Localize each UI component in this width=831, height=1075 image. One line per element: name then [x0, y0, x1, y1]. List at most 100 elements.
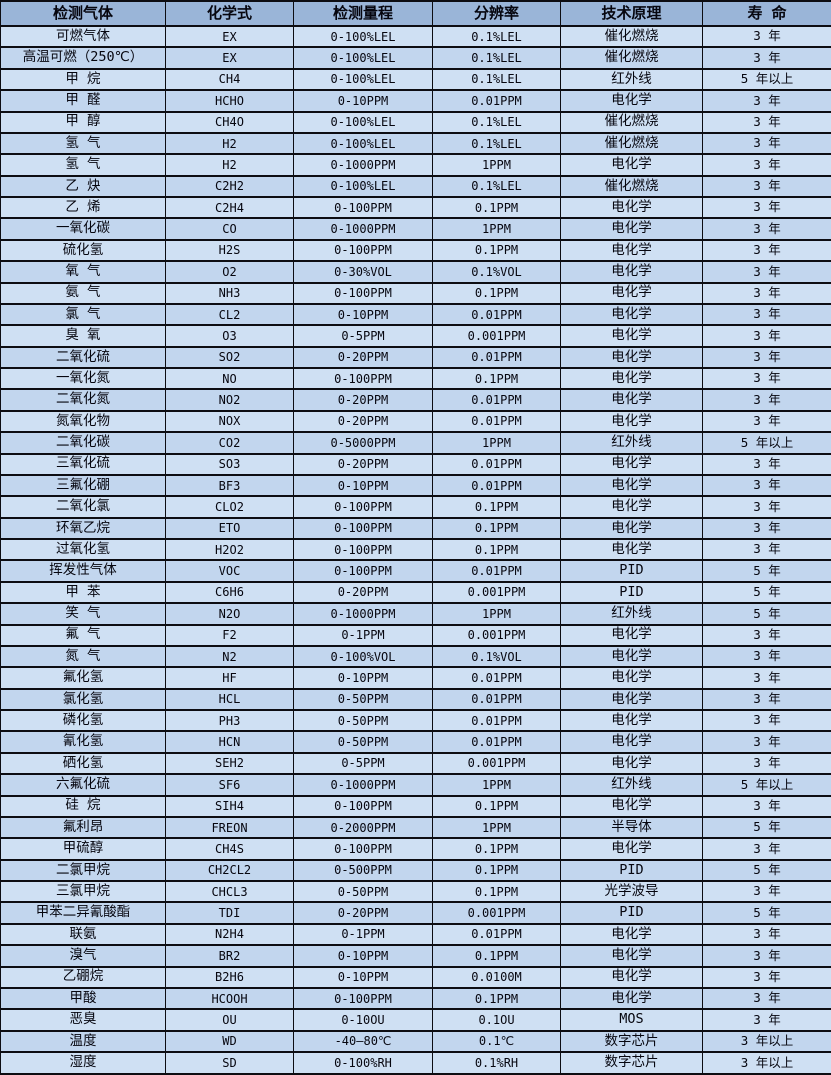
column-header-gas-name: 检测气体 — [0, 0, 166, 27]
cell-gas-name: 氯化氢 — [0, 687, 166, 712]
cell-gas-name: 二氧化氯 — [0, 495, 166, 519]
cell-resolution: 0.01PPM — [432, 409, 561, 434]
cell-chemical-formula: H2 — [165, 153, 294, 177]
table-row: 臭 氧 O3 0-5PPM 0.001PPM 电化学 3 年 — [0, 324, 831, 348]
cell-resolution: 0.1%LEL — [432, 174, 561, 199]
cell-lifespan: 3 年 — [702, 131, 831, 156]
cell-resolution: 0.1PPM — [432, 837, 561, 861]
cell-lifespan: 3 年 — [702, 388, 831, 412]
cell-chemical-formula: TDI — [165, 901, 294, 925]
cell-lifespan: 3 年以上 — [702, 1051, 831, 1075]
table-row: 甲硫醇 CH4S 0-100PPM 0.1PPM 电化学 3 年 — [0, 837, 831, 861]
cell-resolution: 0.1PPM — [432, 537, 561, 562]
table-row: 过氧化氢 H2O2 0-100PPM 0.1PPM 电化学 3 年 — [0, 537, 831, 562]
cell-detection-range: 0-1000PPM — [293, 153, 433, 177]
cell-chemical-formula: EX — [165, 24, 294, 49]
cell-resolution: 0.1PPM — [432, 986, 561, 1011]
cell-lifespan: 3 年 — [702, 409, 831, 434]
cell-resolution: 0.01PPM — [432, 388, 561, 412]
table-row: 乙 烯 C2H4 0-100PPM 0.1PPM 电化学 3 年 — [0, 195, 831, 220]
cell-technology: 红外线 — [560, 773, 703, 797]
cell-technology: PID — [560, 559, 703, 583]
cell-detection-range: 0-100PPM — [293, 195, 433, 220]
cell-gas-name: 氢 气 — [0, 131, 166, 156]
cell-lifespan: 3 年 — [702, 708, 831, 733]
cell-detection-range: 0-100%LEL — [293, 24, 433, 49]
cell-chemical-formula: FREON — [165, 815, 294, 840]
table-row: 甲 醇 CH4O 0-100%LEL 0.1%LEL 催化燃烧 3 年 — [0, 110, 831, 134]
table-row: 一氧化氮 NO 0-100PPM 0.1PPM 电化学 3 年 — [0, 366, 831, 391]
cell-lifespan: 5 年以上 — [702, 773, 831, 797]
cell-gas-name: 一氧化碳 — [0, 217, 166, 241]
cell-lifespan: 3 年 — [702, 623, 831, 647]
cell-resolution: 1PPM — [432, 602, 561, 626]
table-row: 氮 气 N2 0-100%VOL 0.1%VOL 电化学 3 年 — [0, 644, 831, 669]
cell-gas-name: 氮 气 — [0, 644, 166, 669]
cell-gas-name: 氧 气 — [0, 260, 166, 284]
cell-lifespan: 3 年 — [702, 687, 831, 712]
cell-technology: 催化燃烧 — [560, 24, 703, 49]
cell-technology: 光学波导 — [560, 879, 703, 904]
cell-gas-name: 乙 炔 — [0, 174, 166, 199]
cell-gas-name: 氟 气 — [0, 623, 166, 647]
cell-gas-name: 乙硼烷 — [0, 965, 166, 989]
cell-detection-range: 0-50PPM — [293, 879, 433, 904]
cell-technology: 电化学 — [560, 965, 703, 989]
table-row: 氢 气 H2 0-100%LEL 0.1%LEL 催化燃烧 3 年 — [0, 131, 831, 156]
table-row: 湿度 SD 0-100%RH 0.1%RH 数字芯片 3 年以上 — [0, 1051, 831, 1075]
table-row: 氢 气 H2 0-1000PPM 1PPM 电化学 3 年 — [0, 153, 831, 177]
cell-detection-range: 0-10PPM — [293, 666, 433, 690]
table-row: 硫化氢 H2S 0-100PPM 0.1PPM 电化学 3 年 — [0, 238, 831, 263]
cell-technology: 电化学 — [560, 260, 703, 284]
cell-resolution: 0.1%LEL — [432, 131, 561, 156]
cell-detection-range: 0-5PPM — [293, 751, 433, 776]
cell-technology: 电化学 — [560, 238, 703, 263]
cell-gas-name: 过氧化氢 — [0, 537, 166, 562]
cell-lifespan: 3 年 — [702, 965, 831, 989]
cell-gas-name: 硅 烷 — [0, 794, 166, 818]
cell-resolution: 0.01PPM — [432, 452, 561, 476]
cell-resolution: 0.01PPM — [432, 922, 561, 947]
cell-technology: 数字芯片 — [560, 1051, 703, 1075]
cell-chemical-formula: O3 — [165, 324, 294, 348]
cell-gas-name: 甲硫醇 — [0, 837, 166, 861]
table-row: 氮氧化物 NOX 0-20PPM 0.01PPM 电化学 3 年 — [0, 409, 831, 434]
cell-technology: 催化燃烧 — [560, 131, 703, 156]
cell-resolution: 1PPM — [432, 217, 561, 241]
column-header-chemical-formula: 化学式 — [165, 0, 294, 27]
cell-gas-name: 氟化氢 — [0, 666, 166, 690]
cell-technology: 电化学 — [560, 324, 703, 348]
table-row: 二氧化氮 NO2 0-20PPM 0.01PPM 电化学 3 年 — [0, 388, 831, 412]
cell-gas-name: 磷化氢 — [0, 708, 166, 733]
cell-detection-range: 0-1000PPM — [293, 217, 433, 241]
table-row: 二氯甲烷 CH2CL2 0-500PPM 0.1PPM PID 5 年 — [0, 858, 831, 883]
cell-gas-name: 可燃气体 — [0, 24, 166, 49]
cell-resolution: 0.1PPM — [432, 195, 561, 220]
cell-chemical-formula: BF3 — [165, 473, 294, 498]
cell-chemical-formula: VOC — [165, 559, 294, 583]
table-row: 硅 烷 SIH4 0-100PPM 0.1PPM 电化学 3 年 — [0, 794, 831, 818]
cell-technology: 电化学 — [560, 537, 703, 562]
cell-gas-name: 二氧化氮 — [0, 388, 166, 412]
cell-detection-range: 0-100%LEL — [293, 174, 433, 199]
cell-chemical-formula: WD — [165, 1029, 294, 1054]
cell-chemical-formula: EX — [165, 46, 294, 70]
cell-detection-range: 0-100%LEL — [293, 131, 433, 156]
cell-chemical-formula: NH3 — [165, 281, 294, 305]
table-row: 溴气 BR2 0-10PPM 0.1PPM 电化学 3 年 — [0, 944, 831, 968]
cell-gas-name: 温度 — [0, 1029, 166, 1054]
cell-resolution: 0.01PPM — [432, 666, 561, 690]
cell-detection-range: 0-10PPM — [293, 965, 433, 989]
cell-technology: 红外线 — [560, 67, 703, 92]
cell-resolution: 0.1%LEL — [432, 46, 561, 70]
cell-detection-range: 0-100%LEL — [293, 67, 433, 92]
cell-detection-range: 0-100%LEL — [293, 46, 433, 70]
cell-lifespan: 3 年 — [702, 174, 831, 199]
cell-lifespan: 3 年 — [702, 922, 831, 947]
cell-chemical-formula: C2H2 — [165, 174, 294, 199]
cell-lifespan: 3 年 — [702, 751, 831, 776]
cell-resolution: 0.1PPM — [432, 794, 561, 818]
cell-detection-range: 0-20PPM — [293, 345, 433, 370]
cell-chemical-formula: HCN — [165, 730, 294, 754]
cell-detection-range: 0-50PPM — [293, 687, 433, 712]
